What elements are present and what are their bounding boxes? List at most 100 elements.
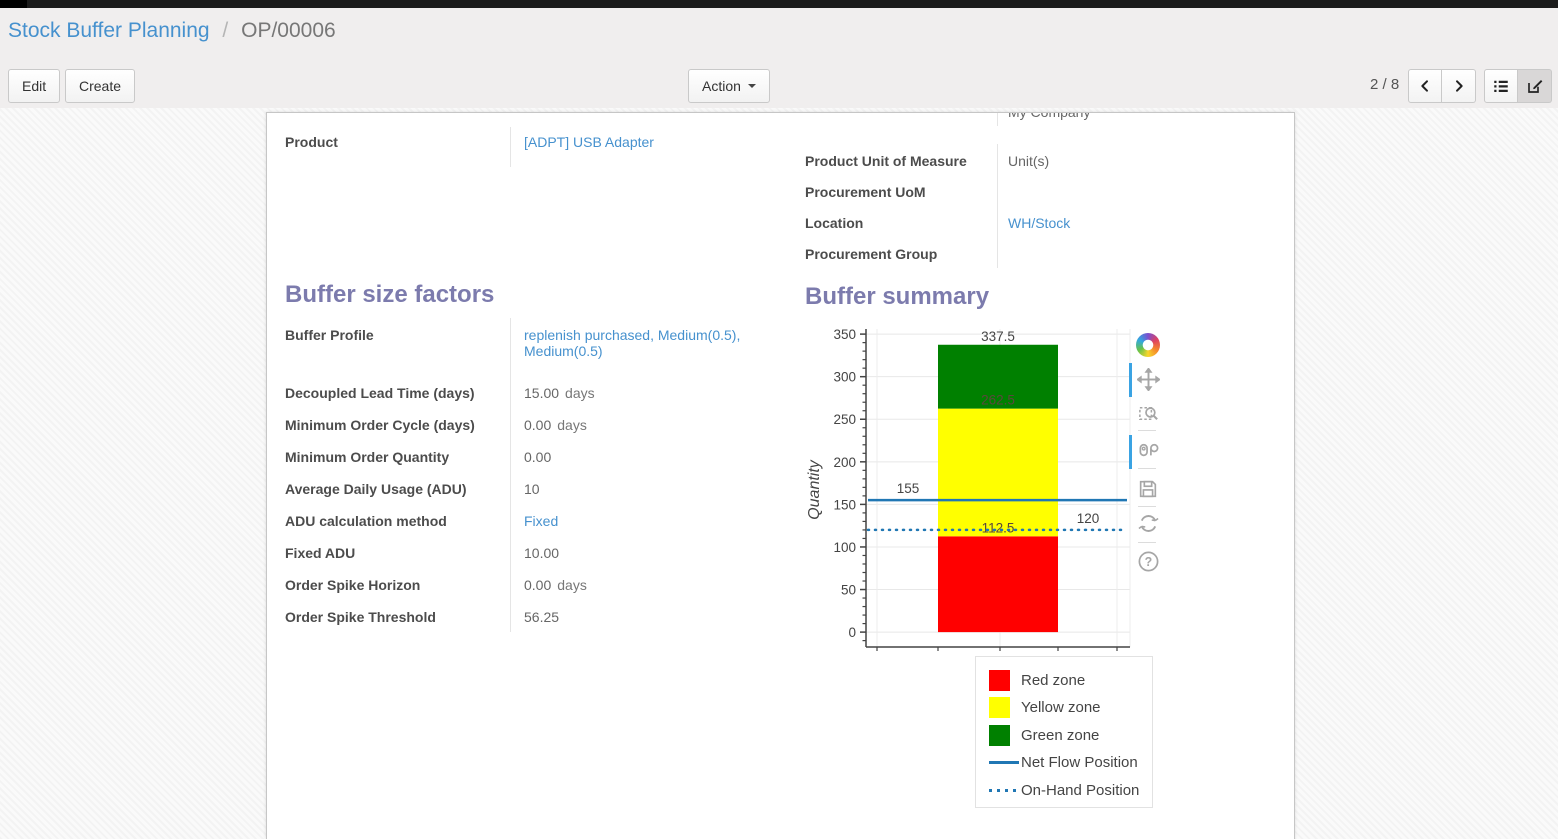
- reset-axes-button[interactable]: [1135, 510, 1161, 536]
- edit-button[interactable]: Edit: [8, 69, 61, 103]
- legend-item-green-zone[interactable]: Green zone: [989, 724, 1152, 746]
- location-value-link[interactable]: WH/Stock: [1008, 215, 1071, 231]
- svg-text:?: ?: [1144, 554, 1152, 568]
- buffer-summary-heading: Buffer summary: [805, 283, 990, 310]
- breadcrumb-parent-link[interactable]: Stock Buffer Planning: [8, 19, 210, 42]
- plotly-logo: [1136, 333, 1160, 357]
- modebar-active-indicator: [1129, 435, 1132, 469]
- buffer-size-factors-heading: Buffer size factors: [285, 281, 495, 308]
- plotly-logo-button[interactable]: [1135, 332, 1161, 358]
- fixed-adu-label: Fixed ADU: [285, 545, 356, 561]
- legend-label: Net Flow Position: [1021, 754, 1138, 771]
- buffer-profile-value-link[interactable]: replenish purchased, Medium(0.5), Medium…: [524, 327, 741, 359]
- fixed-adu-value: 10.00: [524, 545, 560, 561]
- legend-label: Green zone: [1021, 726, 1100, 744]
- right-field-group: My Company Product Unit of Measure Unit(…: [805, 113, 1295, 268]
- legend-label: On-Hand Position: [1021, 781, 1140, 799]
- product-uom-label: Product Unit of Measure: [805, 153, 967, 169]
- breadcrumb-current: OP/00006: [241, 19, 336, 42]
- legend-item-red-zone[interactable]: Red zone: [989, 669, 1152, 691]
- buffer-summary-chart[interactable]: 112.5 262.5 337.5 155 120 0 50 100 150 200 250 300 3…: [805, 326, 1167, 662]
- spike-horizon-label: Order Spike Horizon: [285, 577, 421, 593]
- breadcrumb-separator: /: [222, 19, 229, 42]
- procurement-uom-value: [997, 175, 1295, 206]
- buffer-summary-chart-area[interactable]: 112.5 262.5 337.5 155 120 0 50 100 150 200 250 300 3…: [805, 326, 1167, 662]
- form-view-button[interactable]: [1518, 69, 1552, 103]
- compare-hover-button[interactable]: [1135, 438, 1161, 464]
- bar-yellow-zone[interactable]: [938, 408, 1058, 537]
- help-icon: ?: [1138, 551, 1158, 571]
- legend-item-net-flow[interactable]: Net Flow Position: [989, 752, 1152, 774]
- reset-axes-icon: [1137, 514, 1159, 532]
- buffer-profile-label: Buffer Profile: [285, 327, 374, 343]
- field-row-spike-threshold: Order Spike Threshold 56.25: [285, 600, 785, 632]
- chart-legend: Red zone Yellow zone Green zone Net Flow…: [975, 656, 1153, 808]
- pager-previous-button[interactable]: [1408, 69, 1442, 103]
- adu-value: 10: [524, 481, 540, 497]
- company-value-clipped: My Company: [1008, 113, 1295, 121]
- pager-next-button[interactable]: [1442, 69, 1476, 103]
- y-tick-label: 0: [848, 625, 856, 640]
- field-row-min-order-cycle: Minimum Order Cycle (days) 0.00 days: [285, 408, 785, 440]
- modebar-separator: [1138, 430, 1156, 431]
- procurement-group-value: [997, 237, 1295, 268]
- adu-method-label: ADU calculation method: [285, 513, 447, 529]
- field-row-procurement-group: Procurement Group: [805, 237, 1295, 268]
- bar-value-label: 112.5: [982, 520, 1015, 535]
- line-value-label: 155: [897, 481, 920, 496]
- top-navbar: [0, 0, 1558, 8]
- buffer-factors-group: Buffer Profile replenish purchased, Medi…: [285, 318, 785, 632]
- list-view-button[interactable]: [1484, 69, 1518, 103]
- legend-label: Yellow zone: [1021, 699, 1101, 716]
- field-row-company-clipped: My Company: [805, 113, 1295, 144]
- y-tick-label: 300: [833, 370, 856, 385]
- y-axis-title: Quantity: [806, 459, 823, 520]
- bar-value-label: 337.5: [981, 329, 1015, 344]
- field-row-spike-horizon: Order Spike Horizon 0.00 days: [285, 568, 785, 600]
- yellow-zone-swatch: [989, 697, 1010, 718]
- procurement-uom-label: Procurement UoM: [805, 184, 926, 200]
- y-tick-label: 150: [833, 497, 856, 512]
- modebar-separator: [1138, 506, 1156, 507]
- product-uom-value: Unit(s): [997, 144, 1295, 175]
- form-view-icon: [1527, 80, 1542, 93]
- min-order-qty-label: Minimum Order Quantity: [285, 449, 450, 465]
- legend-label: Red zone: [1021, 671, 1086, 689]
- bar-value-label: 262.5: [981, 393, 1015, 408]
- adu-method-value-link[interactable]: Fixed: [524, 513, 559, 529]
- pan-button[interactable]: [1135, 366, 1161, 392]
- field-row-location: Location WH/Stock: [805, 206, 1295, 237]
- y-tick-label: 100: [833, 540, 856, 555]
- y-tick-label: 250: [833, 412, 856, 427]
- bar-green-zone[interactable]: [938, 344, 1058, 409]
- save-button[interactable]: [1135, 476, 1161, 502]
- modebar-separator: [1138, 542, 1156, 543]
- chevron-left-icon: [1421, 80, 1428, 92]
- legend-item-yellow-zone[interactable]: Yellow zone: [989, 697, 1152, 719]
- net-flow-line-swatch: [989, 761, 1019, 764]
- on-hand-line-swatch: [989, 788, 1019, 792]
- pager-counter[interactable]: 2 / 8: [1370, 76, 1400, 93]
- field-row-buffer-profile: Buffer Profile replenish purchased, Medi…: [285, 318, 785, 376]
- y-tick-label: 50: [841, 583, 856, 598]
- help-button[interactable]: ?: [1135, 548, 1161, 574]
- min-order-cycle-value: 0.00: [524, 417, 552, 433]
- create-button[interactable]: Create: [65, 69, 136, 103]
- action-dropdown-button[interactable]: Action: [688, 69, 770, 103]
- zoom-button[interactable]: [1135, 400, 1161, 426]
- field-row-product-uom: Product Unit of Measure Unit(s): [805, 144, 1295, 175]
- chevron-down-icon: [747, 84, 756, 88]
- chart-modebar: ?: [1129, 332, 1165, 592]
- line-value-label: 120: [1077, 511, 1100, 526]
- pager-nav: [1408, 69, 1476, 103]
- legend-item-on-hand[interactable]: On-Hand Position: [989, 779, 1152, 801]
- min-order-cycle-label: Minimum Order Cycle (days): [285, 417, 475, 433]
- breadcrumb: Stock Buffer Planning / OP/00006: [8, 19, 336, 43]
- dlt-value: 15.00: [524, 385, 560, 401]
- product-value-link[interactable]: [ADPT] USB Adapter: [524, 134, 654, 150]
- chevron-right-icon: [1455, 80, 1463, 92]
- control-panel: Edit Create Action 2 / 8: [0, 64, 1558, 108]
- modebar-active-indicator: [1129, 363, 1132, 397]
- bar-red-zone[interactable]: [938, 536, 1058, 633]
- compare-hover-icon: [1138, 443, 1158, 456]
